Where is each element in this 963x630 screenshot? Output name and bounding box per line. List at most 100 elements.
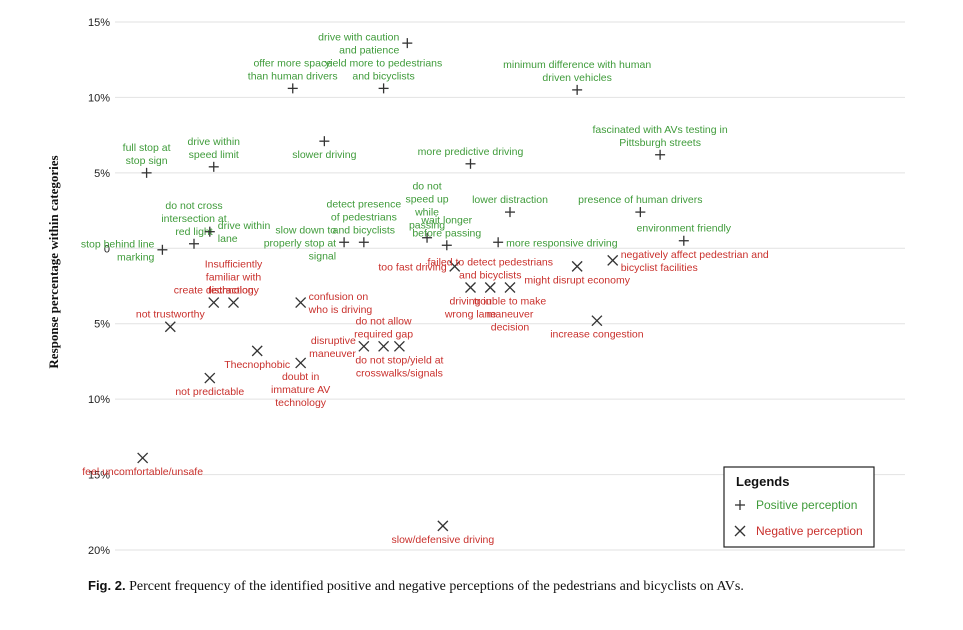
cross-marker xyxy=(208,297,220,309)
plus-marker xyxy=(287,83,298,94)
positive-point: do not cross intersection at red light xyxy=(161,200,227,249)
positive-point: detect presence of pedestrians and bicycli… xyxy=(326,198,401,248)
point-label: confusion on who is driving xyxy=(308,291,373,316)
plus-marker xyxy=(572,84,583,95)
cross-marker xyxy=(465,282,476,293)
plus-marker xyxy=(157,244,168,255)
positive-point: full stop at stop sign xyxy=(123,142,171,178)
positive-point: stop behind line marking xyxy=(81,238,168,263)
point-label: stop behind line marking xyxy=(81,238,155,263)
positive-point: drive within lane xyxy=(204,220,270,245)
cross-marker xyxy=(449,260,461,272)
point-label: presence of human drivers xyxy=(578,194,702,206)
positive-point: more predictive driving xyxy=(418,146,524,169)
positive-point: presence of human drivers xyxy=(578,194,703,218)
y-tick-label: 20% xyxy=(88,545,110,557)
plus-marker xyxy=(678,235,689,246)
positive-point: more responsive driving xyxy=(493,237,618,249)
positive-point: yield more to pedestrians and bicyclists xyxy=(325,57,442,94)
point-label: do not allow required gap xyxy=(354,315,413,340)
cross-marker xyxy=(378,340,390,352)
positive-point: fascinated with AVs testing in Pittsburgh… xyxy=(592,124,728,160)
positive-point: drive with caution and patience xyxy=(318,32,413,57)
point-label: Thecnophobic xyxy=(224,359,290,371)
point-label: disruptive maneuver xyxy=(309,335,356,360)
positive-point: lower distraction xyxy=(472,194,548,218)
cross-marker xyxy=(591,315,603,327)
y-tick-label: 15% xyxy=(88,17,110,29)
plus-marker xyxy=(339,237,350,248)
caption-text: Percent frequency of the identified posi… xyxy=(129,579,744,594)
negative-point: driving in wrong lane xyxy=(444,282,497,321)
point-label: lower distraction xyxy=(472,194,548,206)
negative-point: doubt in immature AV technology xyxy=(271,357,330,409)
negative-point: increase congestion xyxy=(550,315,644,341)
negative-point: too fast driving xyxy=(378,260,461,273)
legend-title: Legends xyxy=(736,474,789,489)
negative-point: negatively affect pedestrian and bicyclis… xyxy=(607,249,769,274)
plus-marker xyxy=(189,238,199,249)
point-label: slow down to properly stop at signal xyxy=(264,224,337,262)
point-label: drive within speed limit xyxy=(187,136,240,161)
point-label: slow/defensive driving xyxy=(391,534,494,546)
positive-point: do not speed up while passing xyxy=(405,181,449,243)
point-label: do not cross intersection at red light xyxy=(161,200,226,238)
point-label: not trustworthy xyxy=(136,309,206,321)
gridlines xyxy=(115,21,905,551)
cross-marker xyxy=(164,321,176,333)
point-label: more responsive driving xyxy=(506,237,618,249)
plus-marker xyxy=(204,226,215,237)
plus-marker xyxy=(378,83,389,94)
cross-marker xyxy=(204,372,216,384)
cross-marker xyxy=(504,282,516,293)
figure-caption: Fig. 2. Percent frequency of the identif… xyxy=(88,578,948,595)
point-label: doubt in immature AV technology xyxy=(271,371,330,409)
point-label: driving in wrong lane xyxy=(444,296,497,321)
cross-marker xyxy=(571,260,583,272)
legend-negative-label: Negative perception xyxy=(756,524,863,538)
plus-marker xyxy=(422,232,433,243)
positive-point: slower driving xyxy=(292,136,357,161)
legend-positive-label: Positive perception xyxy=(756,498,857,512)
negative-point: disruptive maneuver xyxy=(309,335,370,360)
point-label: more predictive driving xyxy=(418,146,524,158)
negative-point: confusion on who is driving xyxy=(295,291,373,316)
cross-marker xyxy=(295,357,307,369)
legend-box xyxy=(723,466,875,548)
point-label: environment friendly xyxy=(637,223,732,235)
cross-marker xyxy=(484,282,496,293)
negative-point: do not allow required gap xyxy=(354,315,413,352)
legend-positive-marker xyxy=(735,500,745,510)
point-label: negatively affect pedestrian and bicyclis… xyxy=(621,249,769,274)
plus-marker xyxy=(358,237,369,248)
plus-marker xyxy=(655,149,666,160)
positive-point: slow down to properly stop at signal xyxy=(264,224,350,262)
y-tick-label: 5% xyxy=(94,319,110,331)
plus-marker xyxy=(141,167,152,178)
y-tick-label: 15% xyxy=(88,470,110,482)
negative-point: feel uncomfortable/unsafe xyxy=(82,452,203,478)
point-label: minimum difference with human driven vehi… xyxy=(503,59,651,84)
point-label: increase congestion xyxy=(550,329,644,341)
negative-point: might disrupt economy xyxy=(524,260,631,286)
positive-point: minimum difference with human driven vehi… xyxy=(503,59,651,95)
point-label: Insufficiently familiar with technology xyxy=(205,259,263,297)
plus-marker xyxy=(208,161,219,172)
plus-marker xyxy=(635,207,646,218)
negative-point: not predictable xyxy=(175,372,244,398)
y-tick-label: 10% xyxy=(88,394,110,406)
point-label: full stop at stop sign xyxy=(123,142,171,167)
point-label: offer more space than human drivers xyxy=(248,57,338,82)
cross-marker xyxy=(137,452,149,464)
point-label: fascinated with AVs testing in Pittsburgh… xyxy=(592,124,727,149)
positive-point: offer more space than human drivers xyxy=(248,57,338,94)
negative-point: slow/defensive driving xyxy=(391,520,494,546)
point-label: drive with caution and patience xyxy=(318,32,399,57)
point-label: detect presence of pedestrians and bicycli… xyxy=(326,198,401,236)
negative-point: do not stop/yield at crosswalks/signals xyxy=(355,340,444,379)
y-axis-label: Response percentage within categories xyxy=(46,155,61,368)
point-label: slower driving xyxy=(292,149,356,161)
point-label: not predictable xyxy=(175,386,244,398)
y-tick-label: 10% xyxy=(88,92,110,104)
